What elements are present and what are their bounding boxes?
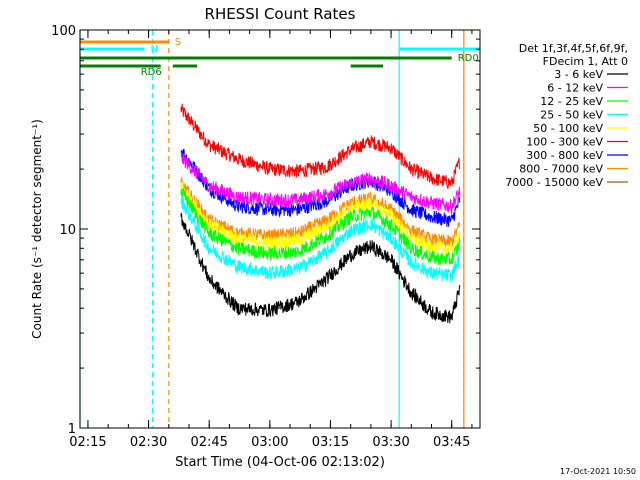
series-line [180, 182, 461, 256]
y-tick-label: 1 [68, 422, 76, 437]
flag-bars: S N RD0 RD6 [80, 37, 480, 78]
legend-label: 6 - 12 keV [547, 82, 603, 95]
x-tick-label: 02:15 [69, 435, 106, 450]
series-line [180, 148, 461, 227]
x-axis-ticks: 02:15 02:30 02:45 03:00 03:15 03:30 03:45 [69, 30, 473, 450]
series-line [180, 188, 461, 266]
x-tick-label: 02:45 [190, 435, 227, 450]
legend-header-line-1: Det 1f,3f,4f,5f,6f,9f, [519, 42, 628, 55]
y-axis-ticks: 1 10 100 [51, 24, 480, 437]
legend-label: 3 - 6 keV [554, 68, 603, 81]
legend-label: 50 - 100 keV [533, 122, 603, 135]
legend-label: 7000 - 15000 keV [505, 176, 603, 189]
flag-label: RD6 [141, 67, 162, 78]
legend-label: 800 - 7000 keV [519, 163, 603, 176]
x-tick-label: 03:15 [312, 435, 349, 450]
x-tick-label: 03:00 [251, 435, 288, 450]
footer-timestamp: 17-Oct-2021 10:50 [560, 467, 636, 476]
series-line [180, 212, 461, 324]
series-line [180, 151, 461, 215]
series-line [180, 194, 461, 283]
chart-title: RHESSI Count Rates [205, 5, 356, 23]
series-line [180, 103, 461, 189]
legend-label: 12 - 25 keV [540, 95, 603, 108]
x-tick-label: 03:45 [433, 435, 470, 450]
legend-header-line-2: FDecim 1, Att 0 [543, 55, 628, 68]
legend-label: 100 - 300 keV [526, 136, 603, 149]
y-axis-label: Count Rate (s⁻¹ detector segment⁻¹) [30, 119, 44, 339]
y-tick-label: 100 [51, 24, 76, 39]
legend-label: 25 - 50 keV [540, 109, 603, 122]
x-tick-label: 02:30 [130, 435, 167, 450]
flag-label: S [175, 37, 181, 48]
y-tick-label: 10 [59, 223, 76, 238]
data-series [180, 103, 461, 324]
x-tick-label: 03:30 [372, 435, 409, 450]
flag-label: RD0 [458, 53, 479, 64]
flag-label: N [151, 44, 158, 55]
legend-label: 300 - 800 keV [526, 149, 603, 162]
x-axis-label: Start Time (04-Oct-06 02:13:02) [175, 455, 385, 470]
